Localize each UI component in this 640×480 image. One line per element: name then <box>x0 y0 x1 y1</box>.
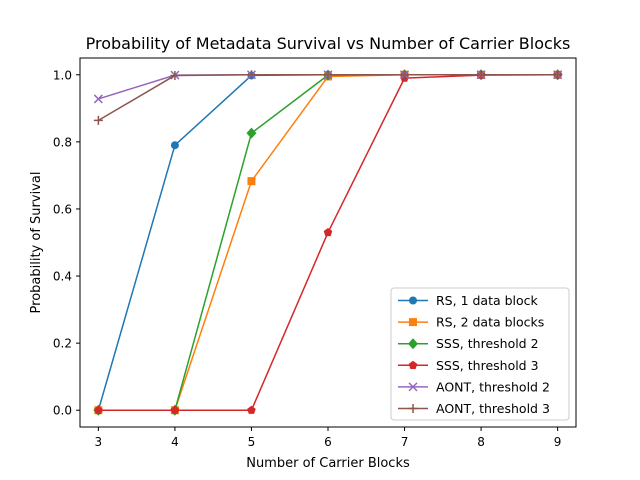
legend-label: RS, 2 data blocks <box>436 315 544 330</box>
y-axis: 0.0 0.2 0.4 0.6 0.8 1.0 <box>53 68 80 418</box>
legend-label: SSS, threshold 2 <box>436 336 539 351</box>
legend-label: AONT, threshold 2 <box>436 379 550 394</box>
legend-marker <box>408 404 418 413</box>
data-point <box>553 70 563 80</box>
x-axis-label: Number of Carrier Blocks <box>246 456 410 471</box>
x-tick-label: 3 <box>95 435 103 449</box>
axes-frame <box>79 57 577 428</box>
legend-label: AONT, threshold 3 <box>436 401 550 416</box>
legend-item: AONT, threshold 3 <box>398 401 550 416</box>
legend-box <box>390 287 570 421</box>
data-point <box>323 227 333 237</box>
legend-marker <box>409 318 417 327</box>
legend-label: RS, 1 data block <box>436 293 539 308</box>
legend-marker <box>408 360 418 369</box>
x-tick-label: 7 <box>401 435 409 449</box>
chart-title: Probability of Metadata Survival vs Numb… <box>86 34 571 53</box>
legend-item: SSS, threshold 3 <box>398 358 539 373</box>
y-tick-label: 0.6 <box>53 202 72 216</box>
y-tick-label: 0.4 <box>53 270 72 284</box>
data-point <box>476 70 486 80</box>
legend-item: RS, 2 data blocks <box>398 315 544 330</box>
data-point <box>247 405 256 414</box>
data-point <box>323 70 333 80</box>
y-tick-label: 1.0 <box>53 68 72 82</box>
legend-marker <box>408 338 418 350</box>
y-tick-label: 0.8 <box>53 135 72 149</box>
x-tick-label: 8 <box>477 435 485 449</box>
data-point <box>246 70 256 80</box>
x-axis: 3 4 5 6 7 8 9 <box>95 427 562 449</box>
series-layer <box>93 69 563 416</box>
y-axis-label: Probability of Survival <box>29 172 44 314</box>
legend-marker <box>408 382 418 392</box>
legend-label: SSS, threshold 3 <box>436 358 539 373</box>
legend-item: SSS, threshold 2 <box>398 336 539 351</box>
legend-item: RS, 1 data block <box>398 293 539 308</box>
data-point <box>170 405 180 414</box>
data-point <box>400 70 410 80</box>
data-point <box>246 127 257 139</box>
legend-item: AONT, threshold 2 <box>398 379 550 394</box>
series-5 <box>93 70 563 125</box>
data-point <box>170 141 179 150</box>
x-tick-label: 9 <box>554 435 562 449</box>
x-tick-label: 4 <box>171 435 179 449</box>
data-point <box>94 405 103 414</box>
legend: RS, 1 data block RS, 2 data blocks SSS, th… <box>390 287 570 421</box>
legend-marker <box>409 296 417 305</box>
data-point <box>93 115 103 125</box>
y-tick-label: 0.0 <box>53 404 72 418</box>
x-tick-label: 5 <box>248 435 256 449</box>
y-tick-label: 0.2 <box>53 337 72 351</box>
data-point <box>247 177 256 186</box>
data-point <box>170 70 180 80</box>
x-tick-label: 6 <box>324 435 332 449</box>
data-point <box>93 94 103 104</box>
